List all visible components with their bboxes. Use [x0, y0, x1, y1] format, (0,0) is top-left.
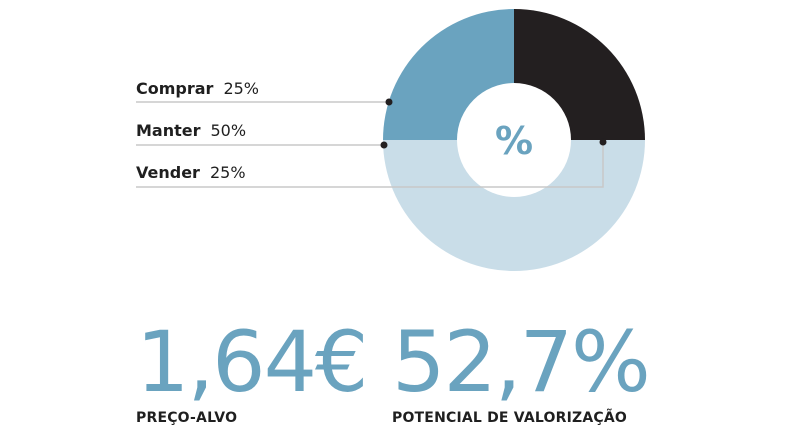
target-price-value: 1,64€ — [136, 313, 368, 411]
legend-value: 25% — [223, 79, 259, 98]
legend-entry-comprar: Comprar 25% — [136, 79, 259, 98]
leader-dot-comprar — [385, 98, 393, 106]
leader-dot-manter — [380, 141, 388, 149]
donut-chart: % Comprar 25% Manter 50% Vender 25% — [136, 9, 645, 271]
leader-line-vender — [136, 142, 604, 188]
legend-entry-manter: Manter 50% — [136, 121, 246, 140]
legend-value: 50% — [211, 121, 247, 140]
slice-manter — [383, 140, 645, 271]
leader-dot-vender — [599, 138, 607, 146]
upside-label: POTENCIAL DE VALORIZAÇÃO — [392, 410, 627, 426]
center-percent-label: % — [495, 119, 533, 163]
legend: Comprar 25% Manter 50% Vender 25% — [136, 79, 607, 188]
legend-label: Comprar — [136, 79, 214, 98]
target-price-label: PREÇO-ALVO — [136, 410, 238, 426]
legend-entry-vender: Vender 25% — [136, 163, 246, 182]
legend-label: Vender — [136, 163, 200, 182]
upside-value: 52,7% — [392, 313, 651, 411]
legend-label: Manter — [136, 121, 201, 140]
donut-hole — [457, 83, 571, 197]
legend-value: 25% — [210, 163, 246, 182]
